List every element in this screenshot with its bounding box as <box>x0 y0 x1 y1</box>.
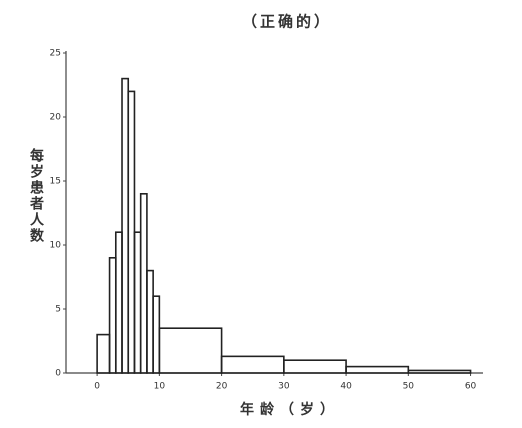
y-tick-label: 0 <box>55 369 61 379</box>
x-axis-label: 年龄（岁） <box>240 401 340 418</box>
chart-title: （正确的） <box>242 13 332 31</box>
bar <box>407 369 472 374</box>
bar <box>133 231 142 374</box>
bar <box>146 269 154 374</box>
bar <box>158 327 223 374</box>
bar <box>121 77 130 374</box>
x-tick-label: 20 <box>216 382 228 392</box>
bar <box>152 295 161 374</box>
y-tick-label: 10 <box>50 241 62 251</box>
y-tick-label: 20 <box>50 113 62 123</box>
y-axis-label: 每岁患者人数 <box>28 147 44 244</box>
x-tick-label: 60 <box>465 382 477 392</box>
bar <box>139 193 148 374</box>
y-tick-label: 5 <box>55 305 61 315</box>
x-tick-label: 0 <box>94 382 100 392</box>
y-tick-label: 25 <box>50 49 61 59</box>
bar <box>220 355 285 374</box>
bar <box>108 256 117 374</box>
bar <box>96 333 111 374</box>
x-tick-label: 10 <box>154 382 166 392</box>
bar <box>283 359 347 374</box>
x-tick-label: 30 <box>278 382 290 392</box>
bar <box>345 365 410 374</box>
y-tick-label: 15 <box>50 177 61 187</box>
bar <box>127 90 136 374</box>
x-tick-label: 50 <box>403 382 415 392</box>
bar <box>114 231 123 374</box>
x-tick-label: 40 <box>340 382 352 392</box>
